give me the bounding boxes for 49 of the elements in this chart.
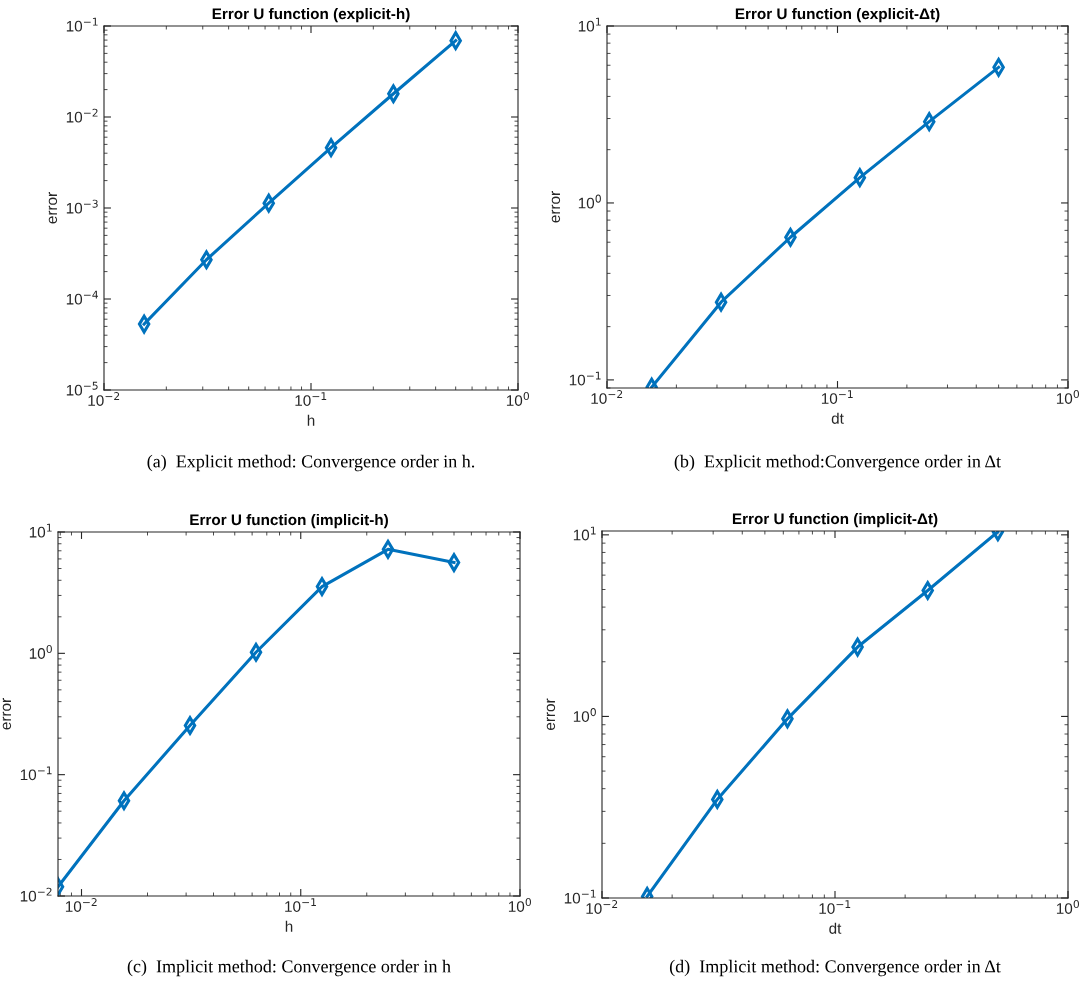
chart-title: Error U function (implicit-Δt) <box>732 512 938 528</box>
point <box>183 716 197 735</box>
point <box>381 539 395 559</box>
text: (b) Explicit method:Convergence order in Δt <box>674 454 1001 472</box>
x-axis-title: h <box>307 414 315 426</box>
y-tick-label: 10$^{−1}$ <box>66 17 98 32</box>
x-axis-title: dt <box>831 412 844 424</box>
y-tick-label: 10$^{0}$ <box>573 708 596 722</box>
x-axis-title: dt <box>829 922 842 934</box>
point <box>249 642 263 662</box>
text: (a) Explicit method: Convergence order in h. <box>147 454 475 472</box>
point <box>137 314 151 334</box>
y-tick-label: 10$^{1}$ <box>29 523 52 538</box>
y-tick-label: 10$^{−1}$ <box>20 766 52 781</box>
x-tick-label: 10$^{0}$ <box>1056 900 1080 914</box>
chart-title: Error U function (explicit-Δt) <box>735 7 940 23</box>
x-tick-label: 10$^{−1}$ <box>285 898 316 912</box>
y-tick-label: 10$^{1}$ <box>573 526 596 541</box>
x-tick-label: 10$^{0}$ <box>1056 390 1080 404</box>
point <box>447 553 461 572</box>
x-tick-label: 10$^{0}$ <box>508 898 532 912</box>
y-axis-title: error <box>2 698 12 730</box>
y-tick-label: 10$^{−2}$ <box>20 887 52 902</box>
point <box>922 112 936 132</box>
x-tick-label: 10$^{−1}$ <box>819 900 851 914</box>
point <box>853 168 867 188</box>
x-axis-title: h <box>285 920 293 932</box>
point <box>324 138 338 158</box>
y-tick-label: 10$^{0}$ <box>29 644 52 659</box>
y-tick-label: 10$^{0}$ <box>578 194 601 209</box>
y-tick-label: 10$^{−1}$ <box>569 371 601 386</box>
y-axis-title: error <box>546 698 556 730</box>
y-tick-label: 10$^{−2}$ <box>66 108 98 123</box>
chart-title: Error U function (explicit-h) <box>212 7 410 23</box>
text: (d) Implicit method: Convergence order in Δt <box>669 959 1001 977</box>
y-axis-title: error <box>48 192 58 224</box>
y-tick-label: 10$^{−3}$ <box>66 199 98 214</box>
point <box>315 577 329 596</box>
x-tick-label: 10$^{−1}$ <box>821 390 853 404</box>
y-axis-title: error <box>551 191 561 223</box>
x-tick-label: 10$^{−1}$ <box>295 392 327 406</box>
point <box>117 791 131 811</box>
x-tick-label: 10$^{−2}$ <box>591 390 623 404</box>
point <box>714 292 728 312</box>
chart-title: Error U function (implicit-h) <box>190 513 388 529</box>
x-tick-label: 10$^{0}$ <box>506 392 530 406</box>
text: (c) Implicit method: Convergence order in h <box>127 959 451 977</box>
y-tick-label: 10$^{−4}$ <box>66 290 98 305</box>
y-tick-label: 10$^{1}$ <box>578 17 601 32</box>
